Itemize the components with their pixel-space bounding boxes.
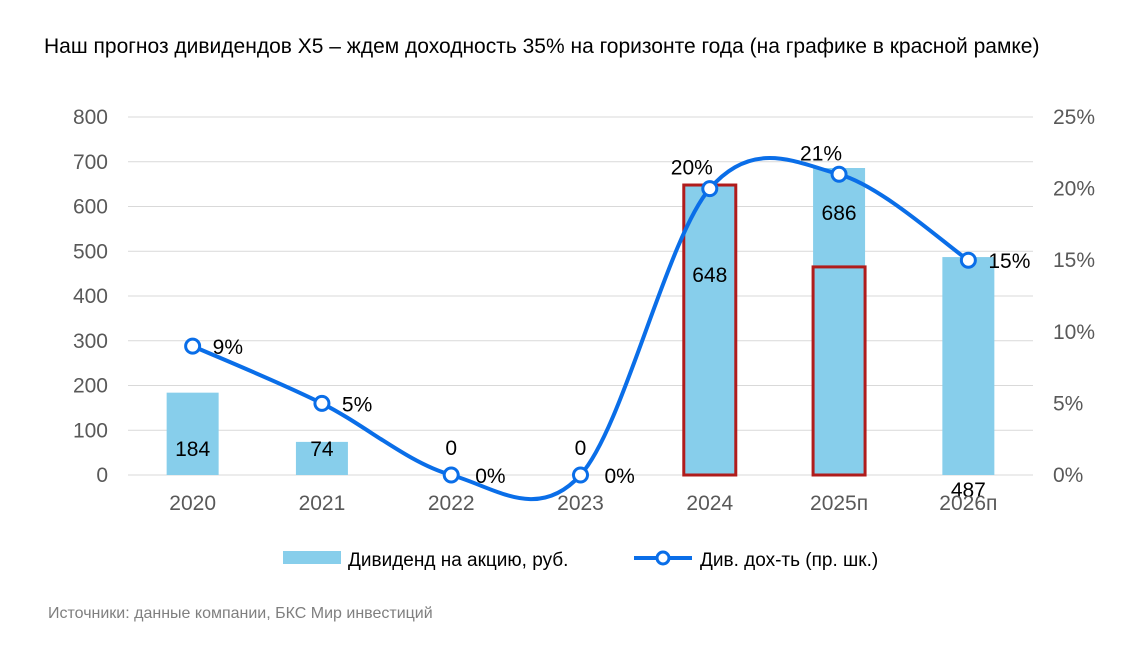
yield-marker: [830, 165, 848, 183]
yield-line: [184, 156, 977, 502]
yield-value-label: 20%: [671, 157, 713, 180]
data-labels: 184 74 0 0 648 686 487 9% 5% 0% 0% 20% 21% 15%: [175, 142, 1030, 502]
y-right-tick-label: 0%: [1053, 464, 1083, 487]
y-right-tick-label: 10%: [1053, 321, 1095, 344]
x-tick-label: 2021: [299, 492, 346, 515]
yield-marker: [313, 394, 331, 412]
y-left-tick-label: 0: [96, 464, 108, 487]
y-right-tick-label: 20%: [1053, 178, 1095, 201]
yield-marker: [959, 251, 977, 269]
legend-line-label: Див. дох-ть (пр. шк.): [700, 550, 878, 571]
y-left-tick-label: 200: [73, 375, 108, 398]
x-tick-label: 2026п: [939, 492, 997, 515]
dividend-bar: [942, 257, 995, 475]
y-left-tick-label: 800: [73, 106, 108, 129]
x-tick-label: 2022: [428, 492, 475, 515]
x-tick-label: 2024: [686, 492, 733, 515]
x-tick-label: 2025п: [810, 492, 868, 515]
dividend-bar: [166, 392, 219, 475]
dividend-bar: [813, 168, 866, 475]
y-left-tick-label: 400: [73, 285, 108, 308]
axis-labels: 0 100 200 300 400 500 600 700 800 0% 5% 10% 15% 20% 25…: [73, 106, 1095, 515]
bar-value-label: 648: [692, 264, 727, 287]
y-left-tick-label: 100: [73, 419, 108, 442]
bars: [166, 168, 995, 475]
yield-value-label: 15%: [988, 250, 1030, 273]
x-tick-label: 2020: [169, 492, 216, 515]
yield-marker: [184, 337, 202, 355]
y-left-tick-label: 500: [73, 240, 108, 263]
bar-value-label: 74: [310, 438, 334, 461]
bar-value-label: 487: [951, 479, 986, 502]
yield-value-label: 9%: [213, 336, 243, 359]
yield-value-label: 21%: [800, 142, 842, 165]
legend-bar-label: Дивиденд на акцию, руб.: [348, 550, 568, 571]
legend-bar-swatch: [283, 551, 341, 564]
yield-value-label: 5%: [342, 393, 372, 416]
legend: Дивиденд на акцию, руб. Див. дох-ть (пр. …: [283, 550, 878, 571]
y-left-tick-label: 300: [73, 330, 108, 353]
bar-value-label: 184: [175, 438, 210, 461]
y-right-tick-label: 15%: [1053, 249, 1095, 272]
dividend-bar: [295, 441, 348, 475]
x-tick-label: 2023: [557, 492, 604, 515]
gridlines: [128, 116, 1033, 476]
yield-value-label: 0%: [605, 465, 635, 488]
bar-value-label: 0: [445, 437, 457, 460]
highlight-frame: [811, 265, 867, 477]
yield-marker: [442, 466, 460, 484]
legend-line-marker: [655, 550, 671, 566]
y-right-tick-label: 25%: [1053, 106, 1095, 129]
dividend-bar: [683, 185, 736, 475]
yield-value-label: 0%: [475, 465, 505, 488]
yield-marker: [572, 466, 589, 484]
bar-value-label: 0: [575, 437, 587, 460]
y-right-tick-label: 5%: [1053, 392, 1083, 415]
chart-title: Наш прогноз дивидендов X5 – ждем доходно…: [44, 35, 1040, 58]
y-left-tick-label: 700: [73, 151, 108, 174]
bar-value-label: 686: [822, 202, 857, 225]
y-left-tick-label: 600: [73, 196, 108, 219]
yield-marker: [701, 180, 719, 198]
source-note: Источники: данные компании, БКС Мир инве…: [48, 605, 433, 622]
